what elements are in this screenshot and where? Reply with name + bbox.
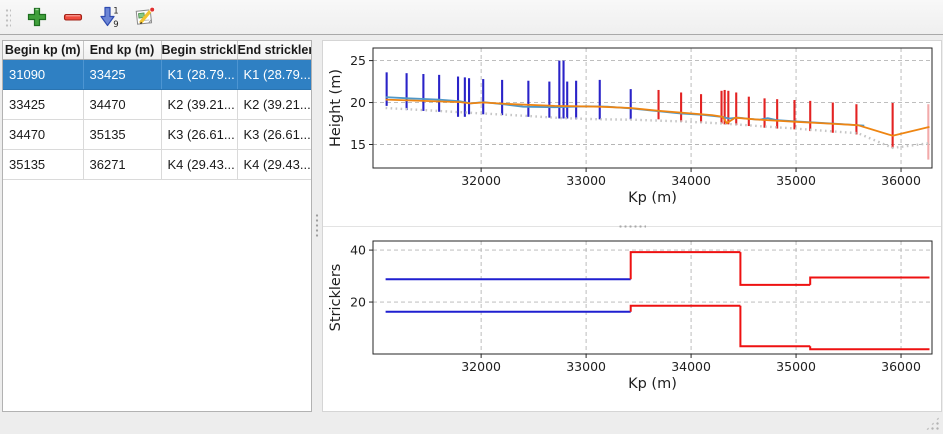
- svg-text:34000: 34000: [671, 173, 711, 188]
- svg-text:15: 15: [350, 137, 366, 152]
- table-row[interactable]: 35135 36271 K4 (29.43... K4 (29.43...: [3, 149, 311, 180]
- strickler-zones-table[interactable]: Begin kp (m)End kp (m)Begin stricklerEnd…: [3, 41, 311, 180]
- table-cell[interactable]: 31090: [3, 59, 84, 90]
- strickler-zones-table-panel: Begin kp (m)End kp (m)Begin stricklerEnd…: [2, 40, 312, 412]
- svg-text:32000: 32000: [461, 359, 501, 374]
- column-header[interactable]: Begin kp (m): [3, 41, 84, 60]
- svg-text:33000: 33000: [566, 173, 606, 188]
- svg-text:35000: 35000: [776, 173, 816, 188]
- sort-digit-bottom: 9: [113, 20, 118, 29]
- svg-text:40: 40: [350, 243, 366, 258]
- table-cell[interactable]: K3 (26.61...: [237, 119, 311, 150]
- table-cell[interactable]: K1 (28.79...: [237, 59, 311, 90]
- table-cell[interactable]: K1 (28.79...: [161, 59, 238, 90]
- column-header[interactable]: Begin strickler: [161, 41, 238, 60]
- table-row[interactable]: 33425 34470 K2 (39.21... K2 (39.21...: [3, 89, 311, 120]
- svg-text:20: 20: [350, 95, 366, 110]
- splitter-grip-icon: [618, 225, 646, 228]
- edit-icon: [135, 6, 156, 25]
- table-cell[interactable]: 34470: [83, 89, 162, 120]
- sort-button[interactable]: 1 9: [95, 3, 123, 31]
- svg-text:34000: 34000: [671, 359, 711, 374]
- svg-text:36000: 36000: [881, 173, 921, 188]
- svg-text:33000: 33000: [566, 359, 606, 374]
- svg-text:20: 20: [350, 295, 366, 310]
- minus-icon: [63, 13, 83, 21]
- table-cell[interactable]: K4 (29.43...: [237, 149, 311, 180]
- svg-text:Height (m): Height (m): [328, 69, 344, 147]
- sort-numeric-icon: 1 9: [100, 7, 119, 29]
- table-cell[interactable]: 33425: [3, 89, 84, 120]
- plus-icon: [27, 7, 47, 27]
- svg-text:Stricklers: Stricklers: [328, 264, 344, 332]
- table-cell[interactable]: K2 (39.21...: [237, 89, 311, 120]
- toolbar-drag-handle[interactable]: [5, 7, 11, 27]
- plots-panel: 32000 33000 34000 35000 36000 15 20 25 Kp (m) Hei…: [322, 40, 942, 412]
- column-header[interactable]: End kp (m): [83, 41, 162, 60]
- svg-text:36000: 36000: [881, 359, 921, 374]
- edit-button[interactable]: [131, 3, 159, 31]
- remove-button[interactable]: [59, 3, 87, 31]
- sort-digit-top: 1: [113, 7, 118, 17]
- table-cell[interactable]: 33425: [83, 59, 162, 90]
- table-cell[interactable]: 36271: [83, 149, 162, 180]
- window-resize-grip[interactable]: [925, 416, 940, 431]
- stricklers-chart[interactable]: 32000 33000 34000 35000 36000 20 40 Kp (m) Stric…: [323, 227, 941, 411]
- horizontal-splitter[interactable]: [323, 225, 941, 228]
- svg-text:32000: 32000: [461, 173, 501, 188]
- vertical-splitter[interactable]: [312, 40, 322, 412]
- add-button[interactable]: [23, 3, 51, 31]
- splitter-grip-icon: [315, 213, 319, 239]
- svg-text:35000: 35000: [776, 359, 816, 374]
- height-profile-chart[interactable]: 32000 33000 34000 35000 36000 15 20 25 Kp (m) Hei…: [323, 41, 941, 226]
- table-cell[interactable]: K3 (26.61...: [161, 119, 238, 150]
- svg-text:Kp (m): Kp (m): [628, 376, 677, 392]
- svg-text:Kp (m): Kp (m): [628, 190, 677, 206]
- table-cell[interactable]: K2 (39.21...: [161, 89, 238, 120]
- table-header[interactable]: Begin kp (m)End kp (m)Begin stricklerEnd…: [3, 41, 311, 60]
- table-cell[interactable]: K4 (29.43...: [161, 149, 238, 180]
- column-header[interactable]: End strickler: [237, 41, 311, 60]
- table-cell[interactable]: 35135: [83, 119, 162, 150]
- svg-text:25: 25: [350, 53, 366, 68]
- table-cell[interactable]: 35135: [3, 149, 84, 180]
- table-row[interactable]: 31090 33425 K1 (28.79... K1 (28.79...: [3, 59, 311, 90]
- toolbar: 1 9: [0, 0, 943, 35]
- table-row[interactable]: 34470 35135 K3 (26.61... K3 (26.61...: [3, 119, 311, 150]
- table-cell[interactable]: 34470: [3, 119, 84, 150]
